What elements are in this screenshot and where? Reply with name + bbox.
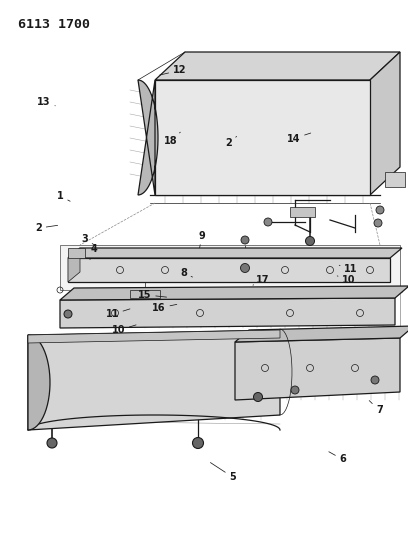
Text: 3: 3 [82, 234, 95, 246]
Text: 2: 2 [35, 223, 58, 233]
Text: 18: 18 [164, 132, 180, 146]
Circle shape [64, 310, 72, 318]
Polygon shape [60, 286, 408, 300]
Polygon shape [290, 207, 315, 217]
Text: 9: 9 [199, 231, 205, 248]
Circle shape [193, 438, 204, 448]
Text: 7: 7 [369, 401, 383, 415]
Text: 15: 15 [138, 290, 166, 300]
Text: 2: 2 [225, 136, 237, 148]
Polygon shape [60, 298, 395, 328]
Text: 17: 17 [253, 275, 270, 285]
Polygon shape [235, 338, 400, 400]
Circle shape [376, 206, 384, 214]
Text: 10: 10 [111, 325, 136, 335]
Circle shape [253, 392, 262, 401]
Polygon shape [28, 330, 280, 430]
Circle shape [291, 386, 299, 394]
Circle shape [47, 438, 57, 448]
Text: 13: 13 [37, 98, 55, 107]
Polygon shape [68, 248, 402, 258]
Polygon shape [235, 326, 408, 342]
Polygon shape [68, 248, 85, 258]
Polygon shape [28, 330, 280, 343]
Text: 6113 1700: 6113 1700 [18, 18, 90, 31]
Polygon shape [155, 52, 400, 80]
Polygon shape [60, 245, 400, 290]
Circle shape [241, 236, 249, 244]
Text: 11: 11 [105, 309, 130, 319]
Polygon shape [155, 80, 370, 195]
Polygon shape [370, 52, 400, 195]
Text: 14: 14 [287, 133, 311, 143]
Polygon shape [68, 248, 80, 282]
Polygon shape [28, 335, 50, 430]
Circle shape [259, 145, 265, 151]
Polygon shape [130, 290, 160, 298]
Polygon shape [68, 258, 390, 282]
Text: 12: 12 [160, 66, 186, 75]
Circle shape [374, 219, 382, 227]
Polygon shape [385, 172, 405, 187]
Circle shape [264, 218, 272, 226]
Text: 4: 4 [90, 245, 97, 260]
Text: 10: 10 [337, 275, 356, 285]
Text: 5: 5 [211, 463, 236, 482]
Text: 8: 8 [180, 268, 193, 278]
Circle shape [240, 263, 250, 272]
Text: 6: 6 [329, 452, 346, 464]
Circle shape [306, 237, 315, 246]
Text: 1: 1 [57, 191, 70, 201]
Polygon shape [138, 80, 158, 195]
Circle shape [371, 376, 379, 384]
Text: 16: 16 [152, 303, 177, 313]
Text: 11: 11 [339, 264, 358, 274]
